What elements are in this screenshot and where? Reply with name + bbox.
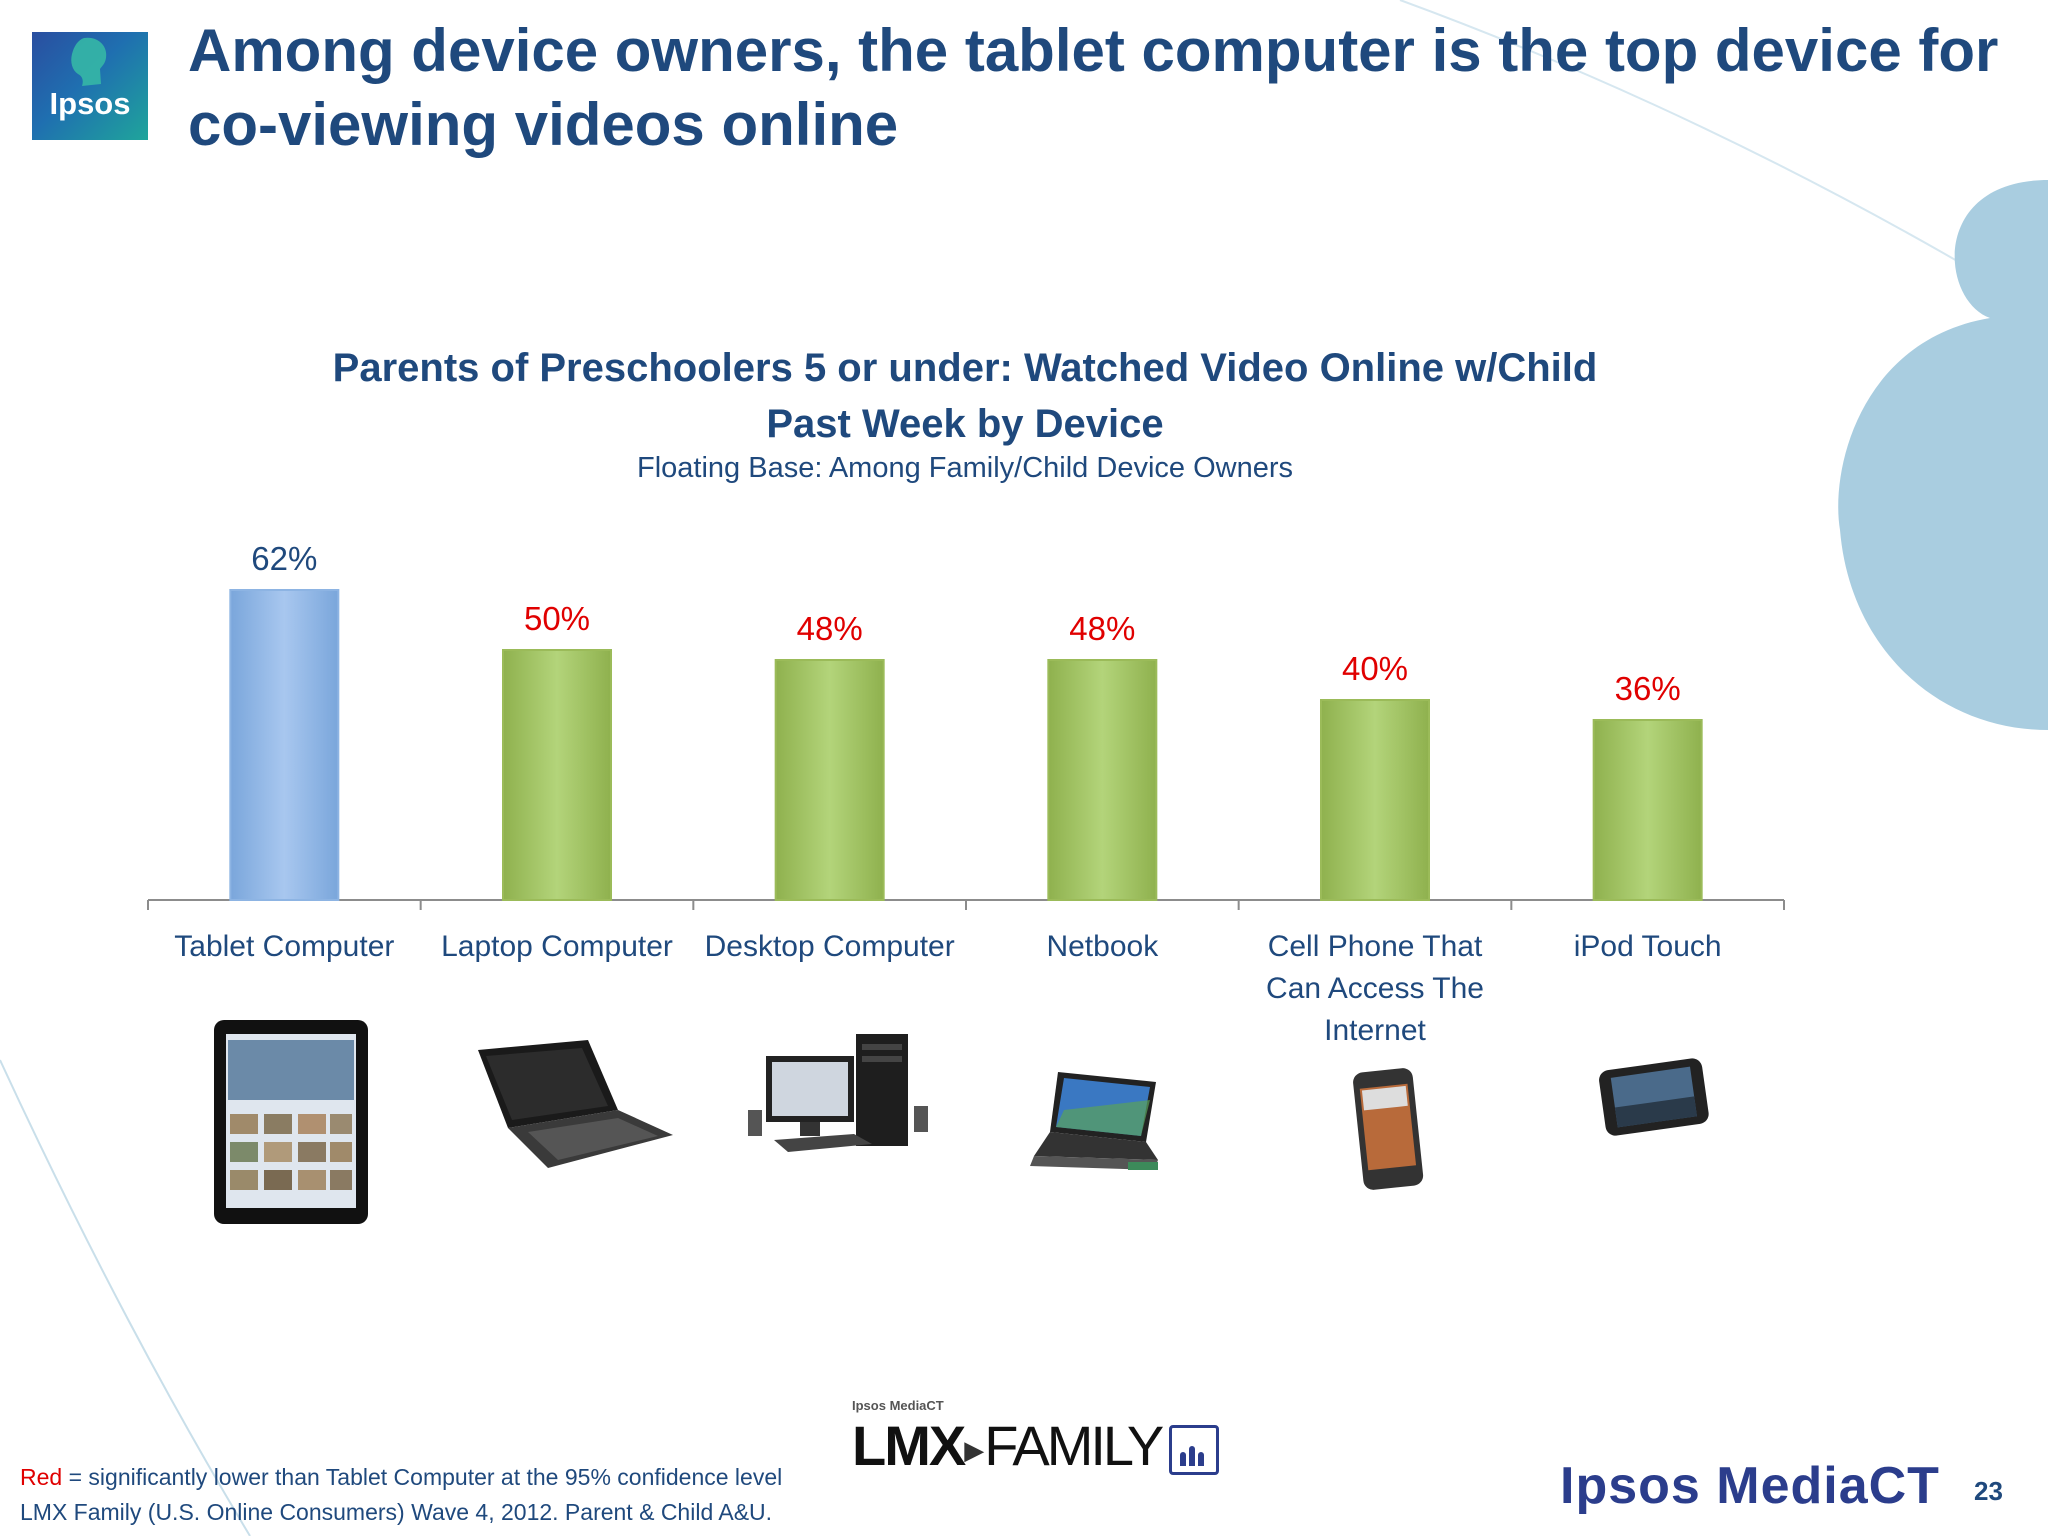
lmx-bold-text: LMX [852, 1414, 966, 1477]
data-label: 36% [1615, 670, 1681, 707]
x-tick-label: Desktop Computer [705, 930, 955, 963]
x-tick-label: Laptop Computer [441, 930, 673, 963]
chart-title: Parents of Preschoolers 5 or under: Watc… [332, 346, 1598, 446]
tablet-icon [214, 1020, 368, 1224]
x-tick-label: Can Access The [1266, 972, 1484, 1005]
footnote-significance: Red = significantly lower than Tablet Co… [20, 1464, 782, 1491]
x-tick-label: iPod Touch [1574, 930, 1722, 963]
x-tick-label: Cell Phone That [1268, 930, 1483, 963]
footnote-significance-text: = significantly lower than Tablet Comput… [62, 1464, 783, 1490]
logo-text: Ipsos [49, 86, 131, 121]
desktop-icon [748, 1034, 928, 1152]
data-label: 50% [524, 600, 590, 637]
data-label: 40% [1342, 650, 1408, 687]
bar-chart: 62% Tablet Computer 50% Laptop Computer 48% D… [147, 540, 1785, 1047]
lmx-family-logo: LMX▶FAMILY [852, 1418, 1220, 1476]
footnote-source: LMX Family (U.S. Online Consumers) Wave … [20, 1499, 773, 1525]
bar [1592, 719, 1703, 901]
x-tick-label: Tablet Computer [174, 930, 394, 963]
data-label: 48% [797, 610, 863, 647]
bar [502, 649, 612, 901]
bar [1047, 659, 1158, 901]
page-number: 23 [1974, 1476, 2003, 1506]
lmx-family-text: FAMILY [984, 1414, 1164, 1477]
slide-title: Among device owners, the tablet computer… [188, 17, 1999, 158]
data-label: 62% [251, 540, 317, 577]
smartphone-icon [1353, 1068, 1424, 1190]
ipod-touch-icon [1599, 1058, 1709, 1136]
ipsos-logo: Ipsos [32, 32, 148, 140]
footnote-red-word: Red [20, 1464, 63, 1490]
chart-subtitle: Floating Base: Among Family/Child Device… [637, 452, 1293, 484]
company-brand: Ipsos MediaCT [1560, 1457, 1940, 1515]
triangle-right-icon: ▶ [964, 1435, 985, 1466]
bar [774, 659, 885, 901]
laptop-icon [478, 1040, 673, 1168]
x-tick-label: Netbook [1046, 930, 1159, 963]
data-label: 48% [1069, 610, 1135, 647]
family-icon [1169, 1425, 1220, 1476]
lmx-small-label: Ipsos MediaCT [852, 1398, 944, 1413]
bar [229, 589, 340, 901]
x-tick-label: Internet [1324, 1014, 1426, 1047]
head-silhouette-icon [71, 37, 107, 86]
bar [1320, 699, 1430, 901]
netbook-icon [1030, 1072, 1158, 1170]
